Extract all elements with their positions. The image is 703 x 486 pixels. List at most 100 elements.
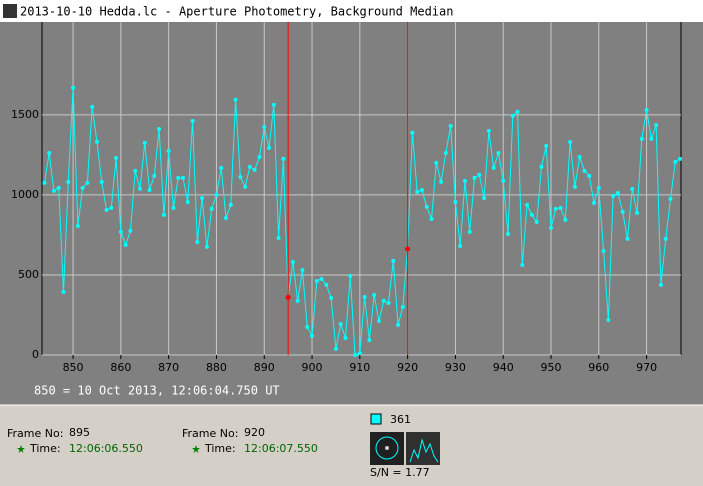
data-point [224, 215, 229, 220]
y-tick-label: 500 [18, 268, 39, 281]
data-point [424, 204, 429, 209]
data-point [85, 180, 90, 185]
data-point [99, 179, 104, 184]
data-point [663, 236, 668, 241]
signal-noise: S/N = 1.77 [370, 466, 430, 479]
data-point [391, 258, 396, 263]
cursor-panels: Frame No: 895 Time: 12:06:06.550 Frame No: 92… [7, 426, 318, 455]
data-point [176, 175, 181, 180]
data-point [539, 164, 544, 169]
time-label: Time: [29, 442, 61, 455]
data-point [114, 155, 119, 160]
data-point [410, 130, 415, 135]
data-point [47, 150, 52, 155]
data-point [305, 324, 310, 329]
data-point [329, 296, 334, 301]
data-point [453, 199, 458, 204]
x-tick-label: 900 [302, 361, 323, 374]
data-point [219, 165, 224, 170]
time-value: 12:06:07.550 [244, 442, 318, 455]
data-point [348, 273, 353, 278]
data-point [615, 190, 620, 195]
data-point [462, 178, 467, 183]
data-point [233, 97, 238, 102]
data-point [319, 276, 324, 281]
data-point [157, 126, 162, 131]
data-point [243, 184, 248, 189]
data-point [252, 167, 257, 172]
y-tick-label: 0 [32, 348, 39, 361]
window-title: 2013-10-10 Hedda.lc - Aperture Photometr… [20, 5, 453, 19]
data-point [625, 236, 630, 241]
data-point [80, 185, 85, 190]
profile-plot [409, 438, 439, 463]
data-point [142, 140, 147, 145]
data-point [367, 337, 372, 342]
data-point [553, 206, 558, 211]
data-point [505, 231, 510, 236]
data-point [310, 333, 315, 338]
time-star [17, 445, 25, 453]
data-point [515, 109, 520, 114]
data-point [376, 319, 381, 324]
data-point [491, 165, 496, 170]
x-tick-label: 870 [158, 361, 179, 374]
x-tick-label: 880 [206, 361, 227, 374]
data-point [267, 145, 272, 150]
x-tick-label: 940 [493, 361, 514, 374]
data-point [353, 353, 358, 357]
data-point [75, 223, 80, 228]
data-point [558, 205, 563, 210]
data-point [209, 206, 214, 211]
data-point [56, 185, 61, 190]
data-point [534, 219, 539, 224]
data-point [415, 189, 420, 194]
cursor-point [405, 246, 411, 252]
series-line [43, 87, 681, 356]
data-point [185, 199, 190, 204]
data-point [195, 239, 200, 244]
data-point [630, 186, 635, 191]
data-point [276, 235, 281, 240]
data-point [128, 228, 133, 233]
frame-label: Frame No: [182, 427, 238, 440]
star-swatch[interactable] [370, 413, 382, 425]
data-point [161, 212, 166, 217]
data-point [419, 187, 424, 192]
x-tick-label: 850 [63, 361, 84, 374]
data-point [620, 209, 625, 214]
data-point [611, 193, 616, 198]
data-point [324, 282, 329, 287]
data-point [147, 187, 152, 192]
data-point [314, 279, 319, 284]
x-tick-label: 930 [445, 361, 466, 374]
data-point [94, 139, 99, 144]
data-point [333, 346, 338, 351]
data-point [71, 85, 76, 90]
data-point [482, 195, 487, 200]
data-point [133, 168, 138, 173]
data-point [477, 172, 482, 177]
data-point [678, 156, 683, 161]
data-point [290, 259, 295, 264]
data-point [654, 122, 659, 127]
data-point [577, 154, 582, 159]
data-point [439, 179, 444, 184]
data-point [109, 205, 114, 210]
data-point [644, 107, 649, 112]
data-point [668, 196, 673, 201]
data-point [510, 113, 515, 118]
data-point [639, 136, 644, 141]
data-point [434, 160, 439, 165]
data-point [214, 192, 219, 197]
data-point [673, 159, 678, 164]
data-point [152, 173, 157, 178]
data-point [66, 179, 71, 184]
data-point [601, 248, 606, 253]
footnote: 850 = 10 Oct 2013, 12:06:04.750 UT [34, 384, 280, 398]
time-label: Time: [204, 442, 236, 455]
x-tick-label: 960 [588, 361, 609, 374]
y-tick-label: 1500 [11, 108, 39, 121]
